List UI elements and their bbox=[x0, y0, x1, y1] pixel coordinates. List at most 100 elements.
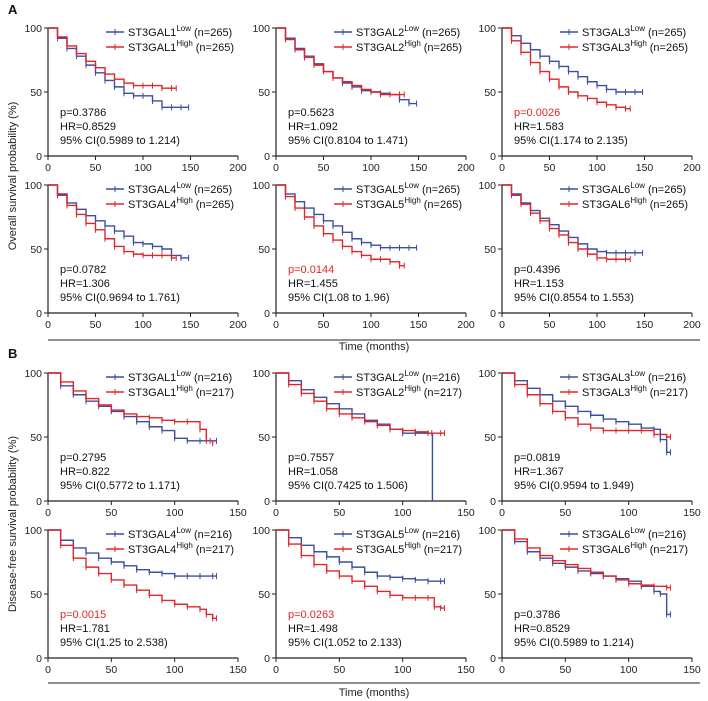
y-tick-label: 50 bbox=[484, 432, 496, 444]
confidence-interval: 95% CI(1.174 to 2.135) bbox=[514, 135, 628, 147]
x-tick-label: 150 bbox=[683, 507, 701, 519]
x-tick-label: 100 bbox=[134, 319, 152, 331]
p-value: p=0.0015 bbox=[60, 609, 106, 621]
legend-n: (n=265) bbox=[196, 42, 234, 54]
x-tick-label: 200 bbox=[683, 319, 701, 331]
legend-label-high: ST3GAL3High (n=217) bbox=[582, 384, 688, 399]
hazard-ratio: HR=1.153 bbox=[514, 278, 564, 290]
x-tick-label: 100 bbox=[588, 319, 606, 331]
y-tick-label: 100 bbox=[478, 23, 496, 35]
x-tick-label: 50 bbox=[105, 664, 117, 676]
x-tick-label: 150 bbox=[229, 507, 247, 519]
x-tick-label: 100 bbox=[394, 507, 412, 519]
legend-group: High bbox=[404, 384, 420, 393]
legend-gene: ST3GAL4 bbox=[128, 184, 176, 196]
y-tick-label: 0 bbox=[264, 653, 270, 665]
y-tick-label: 50 bbox=[484, 244, 496, 256]
x-tick-label: 150 bbox=[457, 664, 475, 676]
confidence-interval: 95% CI(0.9694 to 1.761) bbox=[60, 292, 180, 304]
y-tick-label: 50 bbox=[30, 432, 42, 444]
confidence-interval: 95% CI(0.7425 to 1.506) bbox=[288, 480, 408, 492]
legend-group: Low bbox=[630, 181, 645, 190]
ylabel-a: Overall survival probability (%) bbox=[7, 102, 19, 251]
legend-gene: ST3GAL6 bbox=[582, 199, 630, 211]
x-tick-label: 200 bbox=[457, 319, 475, 331]
y-tick-label: 100 bbox=[24, 23, 42, 35]
legend-label-low: ST3GAL6Low (n=216) bbox=[582, 526, 686, 541]
x-tick-label: 50 bbox=[559, 664, 571, 676]
x-tick-label: 50 bbox=[318, 162, 330, 174]
legend-gene: ST3GAL5 bbox=[356, 544, 404, 556]
legend-group: High bbox=[176, 384, 192, 393]
hazard-ratio: HR=1.058 bbox=[288, 466, 338, 478]
legend-n: (n=265) bbox=[648, 184, 686, 196]
legend-group: Low bbox=[176, 24, 191, 33]
legend-group: High bbox=[176, 39, 192, 48]
legend-group: Low bbox=[630, 369, 645, 378]
y-tick-label: 0 bbox=[36, 151, 42, 163]
legend-gene: ST3GAL6 bbox=[582, 544, 630, 556]
km-curve-high bbox=[502, 184, 631, 260]
legend-label-low: ST3GAL3Low (n=216) bbox=[582, 369, 686, 384]
y-tick-label: 50 bbox=[30, 244, 42, 256]
x-tick-label: 100 bbox=[166, 664, 184, 676]
hazard-ratio: HR=1.781 bbox=[60, 623, 110, 635]
y-tick-label: 0 bbox=[490, 151, 496, 163]
panel-label-b: B bbox=[8, 346, 17, 361]
y-tick-label: 100 bbox=[478, 525, 496, 537]
legend-gene: ST3GAL1 bbox=[128, 372, 176, 384]
confidence-interval: 95% CI(0.5989 to 1.214) bbox=[514, 637, 634, 649]
legend-n: (n=265) bbox=[650, 199, 688, 211]
x-tick-label: 0 bbox=[499, 664, 505, 676]
legend-n: (n=265) bbox=[424, 199, 462, 211]
hazard-ratio: HR=0.8529 bbox=[514, 623, 570, 635]
y-tick-label: 0 bbox=[36, 496, 42, 508]
legend-label-low: ST3GAL1Low (n=216) bbox=[128, 369, 232, 384]
hazard-ratio: HR=1.455 bbox=[288, 278, 338, 290]
x-tick-label: 100 bbox=[166, 507, 184, 519]
y-tick-label: 100 bbox=[24, 525, 42, 537]
legend-n: (n=216) bbox=[422, 529, 460, 541]
legend-n: (n=216) bbox=[422, 372, 460, 384]
p-value: p=0.3786 bbox=[60, 107, 106, 119]
hazard-ratio: HR=1.498 bbox=[288, 623, 338, 635]
x-tick-label: 100 bbox=[620, 507, 638, 519]
legend-gene: ST3GAL3 bbox=[582, 42, 630, 54]
confidence-interval: 95% CI(1.25 to 2.538) bbox=[60, 637, 168, 649]
legend-label-high: ST3GAL6High (n=265) bbox=[582, 196, 688, 211]
km-curve-low bbox=[502, 529, 671, 616]
legend-n: (n=217) bbox=[650, 544, 688, 556]
legend-n: (n=265) bbox=[424, 42, 462, 54]
confidence-interval: 95% CI(0.8104 to 1.471) bbox=[288, 135, 408, 147]
x-tick-label: 150 bbox=[182, 162, 200, 174]
x-tick-label: 150 bbox=[182, 319, 200, 331]
hazard-ratio: HR=0.822 bbox=[60, 466, 110, 478]
x-tick-label: 50 bbox=[544, 319, 556, 331]
y-tick-label: 0 bbox=[36, 653, 42, 665]
legend-gene: ST3GAL2 bbox=[356, 387, 404, 399]
legend-group: Low bbox=[176, 526, 191, 535]
legend-n: (n=217) bbox=[196, 387, 234, 399]
legend-gene: ST3GAL2 bbox=[356, 372, 404, 384]
legend-group: High bbox=[176, 541, 192, 550]
x-tick-label: 200 bbox=[229, 319, 247, 331]
p-value: p=0.3786 bbox=[514, 609, 560, 621]
legend-label-low: ST3GAL2Low (n=216) bbox=[356, 369, 460, 384]
legend-gene: ST3GAL3 bbox=[582, 27, 630, 39]
y-tick-label: 100 bbox=[24, 368, 42, 380]
x-tick-label: 0 bbox=[273, 162, 279, 174]
hazard-ratio: HR=1.306 bbox=[60, 278, 110, 290]
legend-n: (n=265) bbox=[422, 184, 460, 196]
legend-label-low: ST3GAL1Low (n=265) bbox=[128, 24, 232, 39]
legend-gene: ST3GAL6 bbox=[582, 184, 630, 196]
x-tick-label: 0 bbox=[273, 507, 279, 519]
legend-group: High bbox=[630, 39, 646, 48]
km-curve-low bbox=[276, 27, 417, 105]
p-value: p=0.7557 bbox=[288, 452, 334, 464]
legend-label-low: ST3GAL5Low (n=216) bbox=[356, 526, 460, 541]
